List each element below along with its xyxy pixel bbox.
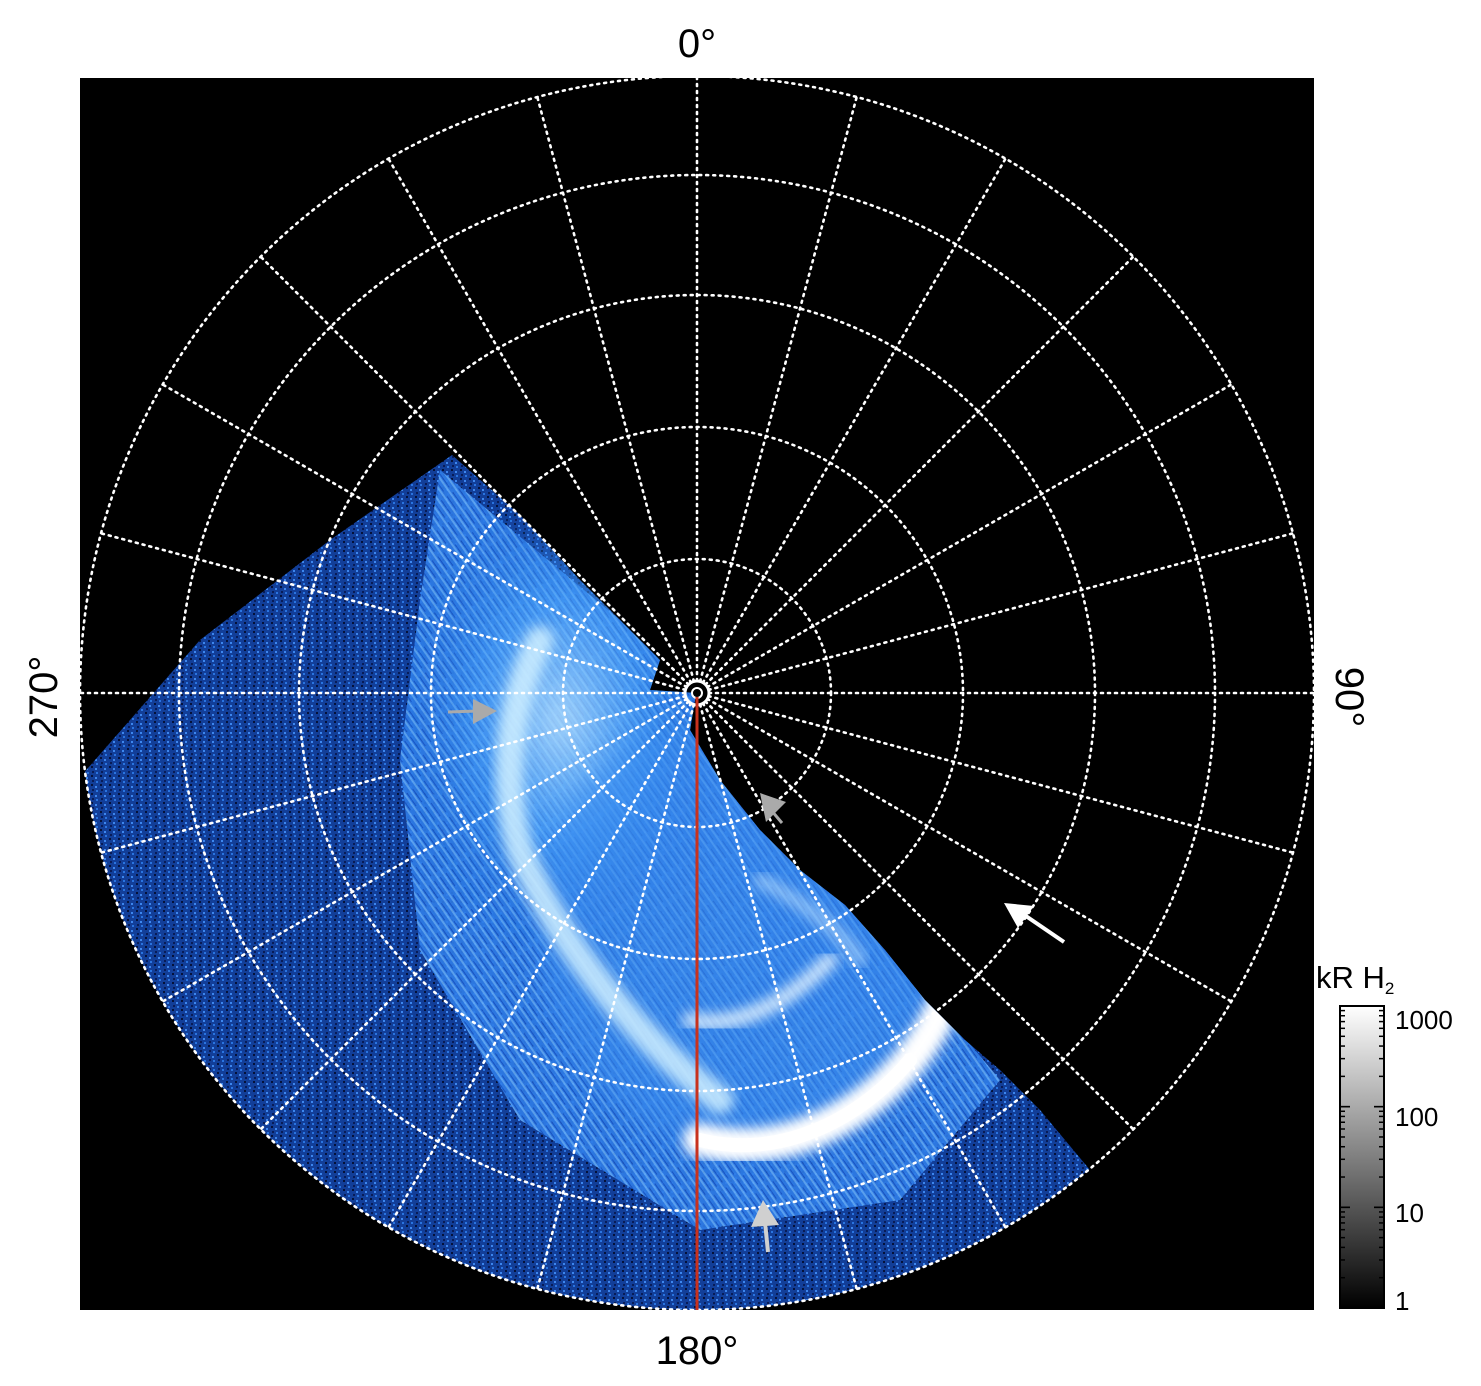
label-180-deg: 180°	[656, 1329, 739, 1373]
grid-meridian	[387, 157, 693, 684]
colorbar-gradient	[1339, 1005, 1385, 1309]
colorbar-tick-label: 1000	[1395, 1005, 1453, 1035]
grid-meridian	[707, 532, 1295, 692]
label-0-deg: 0°	[678, 22, 716, 66]
grid-meridian	[536, 703, 696, 1291]
colorbar-tick-label: 100	[1395, 1102, 1438, 1132]
grid-meridian	[387, 702, 693, 1229]
grid-meridian	[701, 157, 1007, 684]
colorbar-unit-label: kR H2	[1316, 960, 1394, 998]
grid-meridian	[99, 532, 687, 692]
grid-meridian	[259, 255, 690, 686]
colorbar-tick-label: 1	[1395, 1286, 1409, 1316]
colorbar-tick-label: 10	[1395, 1198, 1424, 1228]
label-90-deg: 90°	[1327, 667, 1371, 728]
grid-meridian	[161, 697, 688, 1003]
colorbar: kR H2 1000 100 10 1	[1316, 960, 1453, 1316]
grid-meridian	[707, 694, 1295, 854]
light-gray-arrow-icon	[751, 1200, 779, 1253]
label-270-deg: 270°	[22, 656, 66, 739]
grid-meridian	[259, 700, 690, 1131]
grid-meridian	[99, 694, 687, 854]
polar-grid	[78, 74, 1316, 1312]
grid-meridian	[701, 702, 1007, 1229]
gray-arrow-icon	[447, 699, 497, 724]
grid-meridian	[536, 95, 696, 683]
grid-meridian	[698, 703, 858, 1291]
grid-meridian	[704, 255, 1135, 686]
annotation-arrows	[447, 699, 1066, 1253]
white-arrow-icon	[1004, 903, 1066, 944]
grid-meridian	[698, 95, 858, 683]
grid-meridian	[706, 383, 1233, 689]
gray-arrow-icon	[760, 793, 786, 824]
grid-meridian	[704, 700, 1135, 1131]
grid-meridian	[161, 383, 688, 689]
grid-meridian	[706, 697, 1233, 1003]
colorbar-ticks	[1340, 1005, 1384, 1309]
